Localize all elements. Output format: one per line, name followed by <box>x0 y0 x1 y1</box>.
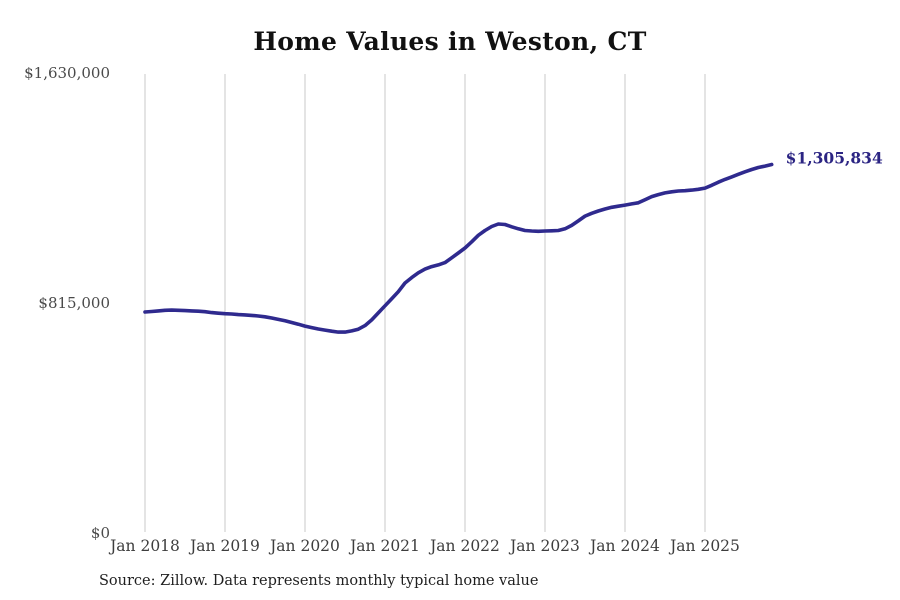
gridlines <box>144 74 706 532</box>
x-tick-label: Jan 2019 <box>190 537 260 555</box>
home-value-line <box>143 162 774 334</box>
x-tick-label: Jan 2025 <box>670 537 740 555</box>
x-tick-label: Jan 2018 <box>110 537 180 555</box>
x-tick-label: Jan 2020 <box>270 537 340 555</box>
y-tick-label: $815,000 <box>38 294 110 312</box>
x-tick-label: Jan 2023 <box>510 537 580 555</box>
y-tick-label: $1,630,000 <box>24 64 110 82</box>
chart-title: Home Values in Weston, CT <box>253 27 647 56</box>
y-tick-label: $0 <box>90 524 110 542</box>
end-value-label: $1,305,834 <box>785 148 883 168</box>
source-note: Source: Zillow. Data represents monthly … <box>99 573 539 589</box>
x-tick-label: Jan 2022 <box>430 537 500 555</box>
x-tick-label: Jan 2024 <box>590 537 660 555</box>
x-tick-label: Jan 2021 <box>350 537 420 555</box>
